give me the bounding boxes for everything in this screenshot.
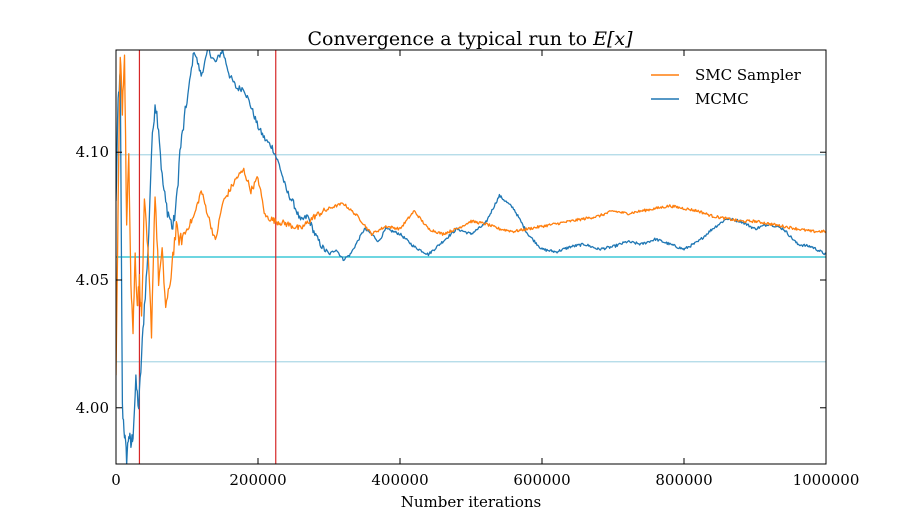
x-tick-label-5: 1000000 [793, 471, 860, 489]
x-tick-label-4: 800000 [655, 471, 712, 489]
x-tick-label-3: 600000 [513, 471, 570, 489]
chart-title-text: Convergence a typical run to [307, 28, 593, 50]
y-tick-label-0: 4.00 [76, 399, 109, 417]
plot-frame [115, 49, 827, 465]
legend: SMC Sampler MCMC [651, 66, 802, 108]
x-tick-label-0: 0 [111, 471, 121, 489]
series-line-mcmc [116, 50, 826, 464]
series-line-smc-sampler [116, 54, 826, 376]
x-tick-label-2: 400000 [371, 471, 428, 489]
ticks-layer: 0 200000 400000 600000 800000 1000000 4.00 4.05… [76, 50, 860, 489]
x-axis-label: Number iterations [401, 493, 541, 511]
reference-lines [116, 50, 826, 464]
legend-label-mcmc: MCMC [695, 90, 749, 108]
series-layer [116, 50, 826, 464]
legend-label-smc: SMC Sampler [695, 66, 802, 84]
x-tick-label-1: 200000 [229, 471, 286, 489]
chart-title: Convergence a typical run to E[x] [307, 28, 633, 50]
chart-title-math: E[x] [592, 28, 633, 50]
y-tick-label-2: 4.10 [76, 143, 109, 161]
y-tick-label-1: 4.05 [76, 271, 109, 289]
